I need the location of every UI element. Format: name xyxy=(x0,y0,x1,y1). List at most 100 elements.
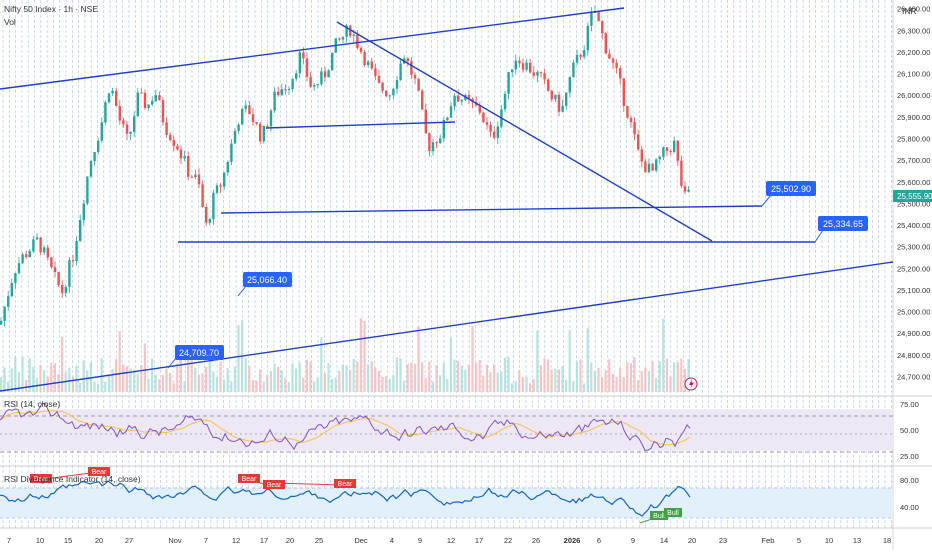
volume-bar xyxy=(107,375,110,392)
candle-body xyxy=(302,52,305,59)
candle-body xyxy=(115,90,118,106)
volume-bar xyxy=(395,357,398,392)
volume-bar xyxy=(7,381,10,392)
callout-leader-1 xyxy=(761,194,772,207)
svg-text:Bull: Bull xyxy=(653,513,665,520)
candle-body xyxy=(496,126,499,138)
candle-body xyxy=(385,90,388,97)
callout-25334[interactable]: 25,334.65 xyxy=(818,216,868,231)
support-level-line-upper[interactable] xyxy=(220,205,763,214)
descending-trendline[interactable] xyxy=(336,21,713,242)
candle-body xyxy=(266,125,269,127)
candle-body xyxy=(406,58,409,62)
volume-bar xyxy=(269,371,272,392)
candle-body xyxy=(143,92,147,108)
lightning-icon[interactable] xyxy=(684,377,698,391)
volume-bar xyxy=(536,330,539,392)
candle-body xyxy=(644,161,647,173)
volume-bar xyxy=(449,337,452,392)
volume-bar xyxy=(406,364,409,392)
volume-bar xyxy=(39,364,42,392)
time-tick-label: 10 xyxy=(825,536,833,545)
volume-bar xyxy=(471,326,474,392)
candle-body xyxy=(489,124,492,132)
candle-body xyxy=(10,283,13,297)
callout-25502[interactable]: 25,502.90 xyxy=(766,181,816,196)
volume-bar xyxy=(259,369,262,392)
time-tick-label: Feb xyxy=(762,536,775,545)
svg-text:Bull: Bull xyxy=(667,510,679,517)
volume-bar xyxy=(543,358,546,392)
volume-bar xyxy=(104,381,107,392)
callout-25066[interactable]: 25,066.40 xyxy=(243,272,292,287)
drawings[interactable] xyxy=(0,7,894,392)
resistance-level-line[interactable] xyxy=(265,121,456,129)
time-tick-label: 18 xyxy=(883,536,891,545)
candle-body xyxy=(89,161,93,177)
volume-bar xyxy=(3,367,6,392)
time-tick-label: 6 xyxy=(597,536,601,545)
volume-bar xyxy=(403,380,406,392)
time-tick-label: 13 xyxy=(853,536,861,545)
candle-body xyxy=(309,76,312,87)
candle-body xyxy=(565,92,568,106)
volume-bar xyxy=(655,378,658,392)
svg-text:Bear: Bear xyxy=(338,481,353,488)
volume-bar xyxy=(431,381,434,392)
time-tick-label: 15 xyxy=(64,536,72,545)
volume-bar xyxy=(197,374,200,392)
candle-body xyxy=(223,172,226,187)
candle-body xyxy=(61,285,64,294)
callout-leader-3 xyxy=(237,285,247,297)
volume-bar xyxy=(460,366,463,392)
volume-bar xyxy=(539,365,542,392)
candle-body xyxy=(25,254,28,258)
volume-bar xyxy=(597,367,600,392)
candle-body xyxy=(39,237,42,253)
volume-bar xyxy=(457,360,460,392)
volume-bar xyxy=(334,377,337,392)
candle-body xyxy=(93,152,96,162)
candle-body xyxy=(71,260,75,262)
time-tick-label: 27 xyxy=(125,536,133,545)
candle-body xyxy=(619,68,622,79)
candle-body xyxy=(467,94,471,99)
candle-body xyxy=(241,108,244,125)
candle-body xyxy=(439,138,442,143)
candle-body xyxy=(482,112,485,123)
candle-body xyxy=(428,133,431,152)
volume-bar xyxy=(565,380,568,392)
volume-bar xyxy=(608,359,611,392)
candle-body xyxy=(586,25,589,51)
price-axis[interactable]: 26,400.00 26,300.00 26,200.00 26,100.00 26,0… xyxy=(897,5,930,382)
candle-body xyxy=(140,92,143,94)
candle-body xyxy=(327,70,330,78)
time-tick-label: 4 xyxy=(390,536,394,545)
bear-tag: Bear xyxy=(30,474,52,483)
volume-bar xyxy=(287,382,290,392)
candle-body xyxy=(14,273,17,283)
volume-bar xyxy=(331,378,334,392)
callout-24709[interactable]: 24,709.70 xyxy=(175,345,224,360)
candle-body xyxy=(179,149,183,159)
candle-body xyxy=(316,84,319,86)
volume-bar xyxy=(133,369,136,392)
time-tick-label: 20 xyxy=(286,536,294,545)
volume-bar xyxy=(165,368,168,392)
candle-body xyxy=(100,122,103,141)
price-tick-label: 25,100.00 xyxy=(897,286,930,295)
volume-bar xyxy=(143,343,146,392)
volume-bar xyxy=(475,362,478,392)
volume-bar xyxy=(619,367,622,392)
upper-channel-trendline[interactable] xyxy=(0,7,625,90)
candle-body xyxy=(21,254,24,264)
volume-bar xyxy=(140,365,143,392)
candle-body xyxy=(111,90,114,94)
candle-body xyxy=(478,105,481,113)
lower-channel-trendline[interactable] xyxy=(0,261,894,392)
volume-bar xyxy=(622,377,625,392)
candle-body xyxy=(658,156,661,160)
time-axis[interactable]: 7 10 15 20 27 Nov 7 12 17 20 25 Dec 4 9 12 17 22 26 2026 6 9… xyxy=(7,536,891,545)
